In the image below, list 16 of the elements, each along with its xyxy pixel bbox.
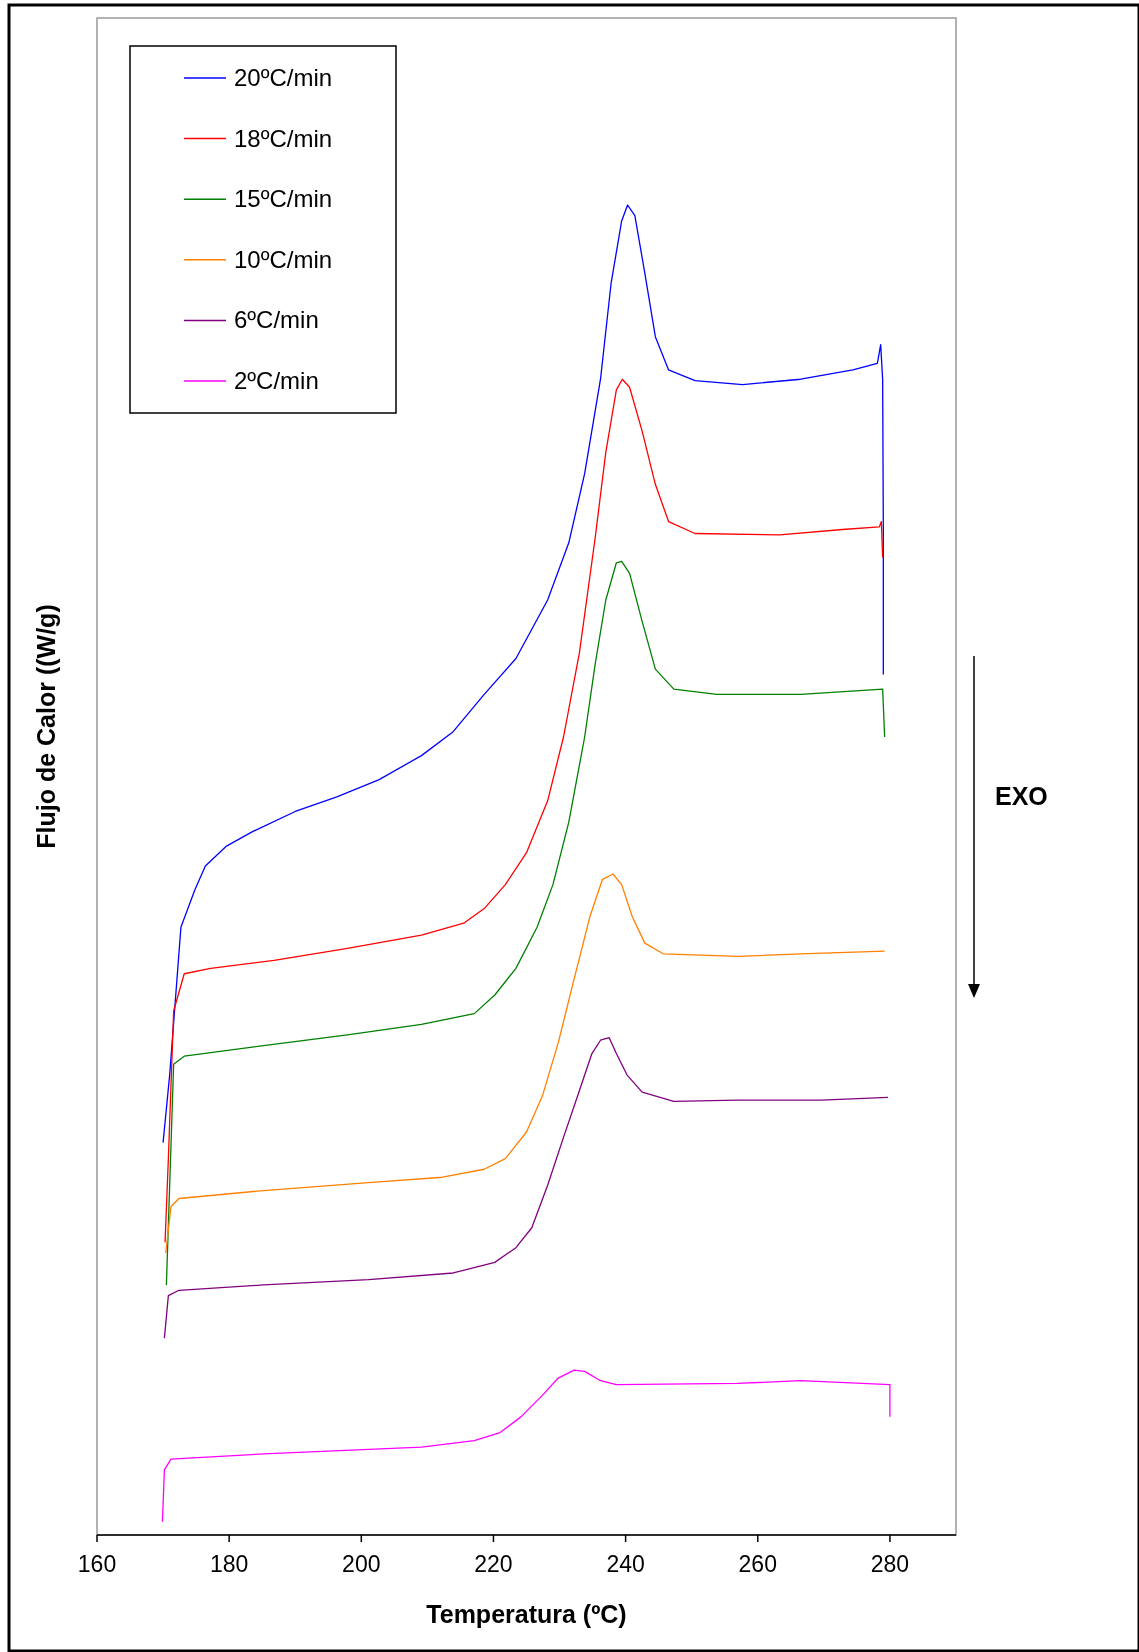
legend-label: 20ºC/min [234, 64, 333, 91]
y-axis-title: Flujo de Calor ((W/g) [32, 604, 60, 849]
x-tick-label: 220 [474, 1551, 513, 1577]
legend-label: 10ºC/min [234, 245, 333, 273]
x-tick-label: 280 [870, 1551, 910, 1577]
legend-label: 6ºC/min [234, 306, 319, 334]
x-tick-label: 180 [209, 1551, 249, 1577]
x-tick-label: 260 [738, 1551, 777, 1577]
text: EXO [995, 782, 1048, 810]
legend-label: 18ºC/min [234, 124, 333, 152]
x-tick-label: 200 [342, 1551, 381, 1577]
legend-label: 2ºC/min [234, 367, 319, 394]
legend-label: 15ºC/min [234, 185, 333, 213]
x-tick-label: 160 [77, 1551, 117, 1577]
x-axis-title: Temperatura (ºC) [426, 1600, 627, 1628]
x-tick-label: 240 [606, 1551, 645, 1577]
